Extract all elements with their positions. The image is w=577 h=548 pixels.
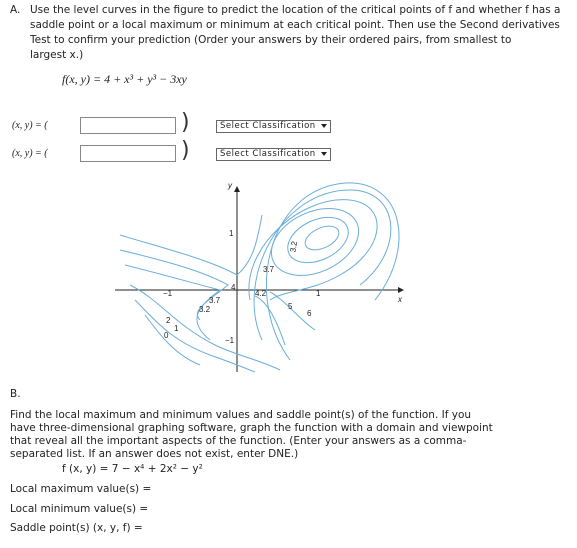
instruction-line: largest x.) — [30, 49, 84, 61]
close-paren: ) — [181, 110, 190, 135]
function: f (x, y) = 7 − x⁴ + 2x² − y² — [62, 463, 203, 475]
tick-label: 1 — [229, 229, 234, 238]
axis-arrows — [234, 186, 404, 293]
row-prefix: (x, y) = ( — [12, 120, 48, 131]
instruction-line: Test to confirm your prediction (Order y… — [30, 34, 512, 46]
answer-input[interactable] — [80, 117, 176, 134]
answer-label: Saddle point(s) (x, y, f) = — [10, 522, 143, 534]
contour-label: 4.2 — [255, 289, 267, 298]
instruction-line: have three-dimensional graphing software… — [10, 422, 493, 434]
instruction-line: saddle point or a local maximum or minim… — [30, 19, 560, 31]
instruction-line: separated list. If an answer does not ex… — [10, 448, 299, 460]
tick-label: 1 — [316, 289, 321, 298]
contour-label: 5 — [288, 302, 293, 311]
answer-label: Local maximum value(s) = — [10, 483, 152, 495]
answer-input[interactable] — [80, 145, 176, 162]
axis-label: y — [227, 181, 233, 190]
close-paren: ) — [181, 138, 190, 163]
contour-label: 4 — [231, 283, 236, 292]
instruction-line: Use the level curves in the figure to pr… — [30, 4, 561, 16]
contour-label: 3.2 — [288, 240, 299, 253]
level-curve-figure: y x 1 −1 1 −1 3.2 3.7 4 4.2 5 6 3.7 3.2 … — [115, 181, 404, 373]
tick-label: −1 — [225, 336, 235, 345]
contour-label: 3.2 — [199, 305, 211, 314]
row-prefix: (x, y) = ( — [12, 148, 48, 159]
answer-label: Local minimum value(s) = — [10, 503, 149, 515]
function: f(x, y) = 4 + x³ + y³ − 3xy — [62, 72, 187, 86]
classification-select[interactable]: Select Classification — [216, 120, 331, 133]
classification-select[interactable]: Select Classification — [216, 148, 331, 161]
level-curves — [119, 182, 400, 373]
part-label: B. — [10, 388, 21, 400]
axis-label: x — [397, 295, 403, 304]
instruction-line: that reveal all the important aspects of… — [10, 435, 467, 447]
tick-label: −1 — [163, 289, 173, 298]
contour-label: 0 — [164, 331, 169, 340]
instruction-line: Find the local maximum and minimum value… — [10, 409, 472, 421]
contour-label: 6 — [307, 309, 312, 318]
contour-label: 3.7 — [209, 296, 221, 305]
contour-label: 3.7 — [263, 265, 275, 274]
contour-label: 1 — [174, 324, 179, 333]
part-label: A. — [10, 4, 21, 16]
contour-label: 2 — [166, 316, 171, 325]
